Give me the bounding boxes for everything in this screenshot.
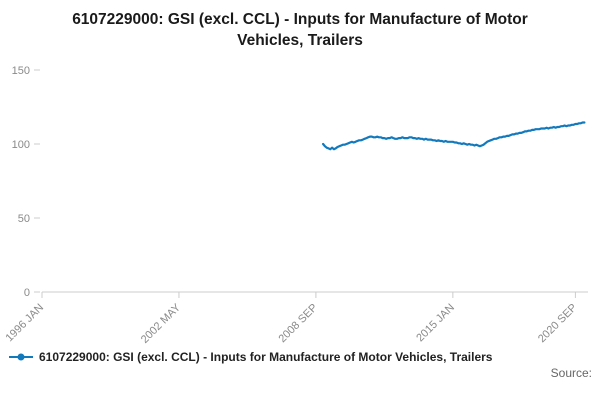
y-tick-label: 150 xyxy=(12,65,30,77)
y-tick-label: 0 xyxy=(24,287,30,299)
x-tick-label: 2008 SEP xyxy=(277,301,321,345)
legend-marker-icon[interactable] xyxy=(8,351,34,363)
x-tick-label: 2015 JAN xyxy=(414,301,457,344)
series-line[interactable] xyxy=(322,121,586,151)
source-label: Source: xyxy=(550,365,592,380)
x-tick-label: 2020 SEP xyxy=(536,301,580,345)
x-tick-label: 2002 MAY xyxy=(139,301,184,346)
chart-svg[interactable]: 0 50 100 150 1996 JAN 2002 MAY 2008 SEP 2015 JA… xyxy=(0,54,600,346)
x-tick-label: 1996 JAN xyxy=(3,301,46,344)
y-tick-label: 100 xyxy=(12,139,30,151)
legend-series-label[interactable]: 6107229000: GSI (excl. CCL) - Inputs for… xyxy=(39,349,493,364)
page-root: { "title": "6107229000: GSI (excl. CCL) … xyxy=(0,10,600,410)
y-tick-label: 50 xyxy=(18,213,30,225)
chart-plot-area[interactable]: 0 50 100 150 1996 JAN 2002 MAY 2008 SEP 2015 JA… xyxy=(0,54,600,346)
legend: 6107229000: GSI (excl. CCL) - Inputs for… xyxy=(0,346,600,364)
chart-title: 6107229000: GSI (excl. CCL) - Inputs for… xyxy=(72,11,528,49)
